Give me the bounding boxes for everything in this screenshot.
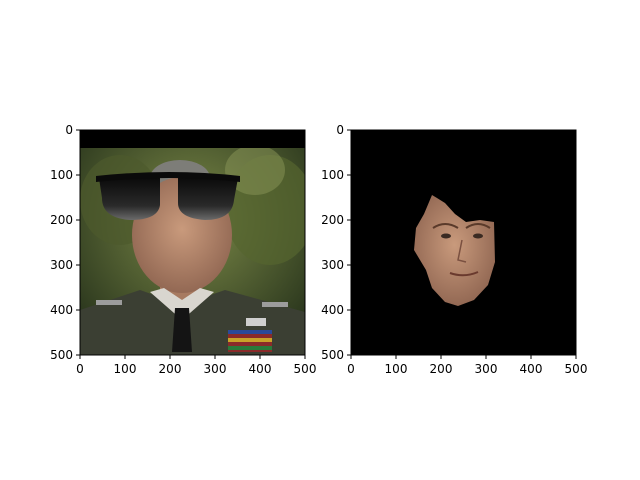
left-x-tick-label: 0 [76,362,84,376]
ribbon-stripe [228,338,272,342]
shoulder-stars [96,300,122,305]
right-y-tick-label: 500 [321,348,344,362]
black-top-band [80,130,305,148]
right-x-tick-label: 500 [565,362,588,376]
right-y-tick-label: 100 [321,168,344,182]
right-y-tick-label: 400 [321,303,344,317]
face-eyebrow [432,223,459,229]
left-x-tick-label: 100 [114,362,137,376]
left-x-tick-label: 300 [204,362,227,376]
left-y-tick-label: 0 [65,123,73,137]
face-eyebrow [465,223,491,229]
sunglasses-right-lens [178,173,238,220]
right-y-tick-label: 0 [336,123,344,137]
left-axes-frame [79,129,306,356]
left-x-tick-label: 400 [249,362,272,376]
badge [246,318,266,326]
segmented-face [414,195,495,306]
face-nose [457,239,467,263]
shoulder-stars [262,302,288,307]
left-x-tick-label: 500 [294,362,317,376]
shirt-collar [150,288,214,320]
face-mouth [449,271,479,277]
left-y-tick-label: 200 [50,213,73,227]
face-eye [473,233,483,239]
right-axes-frame [350,129,577,356]
ribbon-stripe [228,330,272,334]
right-y-tick-label: 300 [321,258,344,272]
left-x-tick-label: 200 [159,362,182,376]
left-y-tick-label: 500 [50,348,73,362]
left-y-tick-label: 400 [50,303,73,317]
right-x-tick-label: 400 [520,362,543,376]
left-y-tick-label: 100 [50,168,73,182]
right-y-tick-label: 200 [321,213,344,227]
right-x-tick-label: 300 [475,362,498,376]
left-image-sunglasses-photo [80,130,305,355]
foliage-highlight [225,145,285,195]
right-x-tick-label: 200 [430,362,453,376]
tie [172,308,192,352]
sunglasses-frame [96,172,240,182]
face-eye [441,233,451,239]
sunglasses-left-lens [99,173,160,220]
ribbon-stripe [228,346,272,350]
right-image-face-segmentation [351,130,576,355]
right-x-tick-label: 0 [347,362,355,376]
right-x-tick-label: 100 [385,362,408,376]
left-y-tick-label: 300 [50,258,73,272]
